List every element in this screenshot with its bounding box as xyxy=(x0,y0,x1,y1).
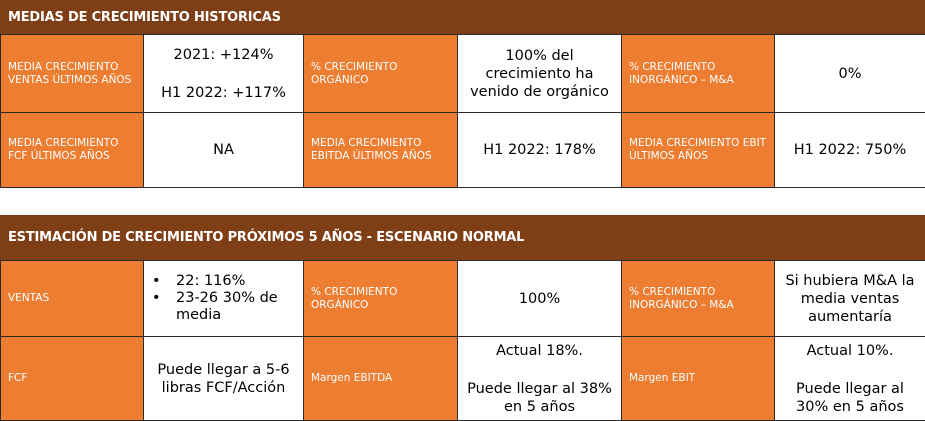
value-fcf-growth: NA xyxy=(144,113,304,188)
value-line: Puede llegar al 30% en 5 años xyxy=(779,380,921,416)
value-line: Puede llegar al 38% en 5 años xyxy=(462,380,617,416)
value-ebitda-growth: H1 2022: 178% xyxy=(458,113,622,188)
table-row: MEDIA CRECIMIENTO VENTAS ÚLTIMOS AÑOS 20… xyxy=(1,35,925,113)
table-row: FCF Puede llegar a 5-6 libras FCF/Acción… xyxy=(1,337,925,421)
section-header-estimate: ESTIMACIÓN DE CRECIMIENTO PRÓXIMOS 5 AÑO… xyxy=(0,215,925,260)
historical-growth-table: MEDIA CRECIMIENTO VENTAS ÚLTIMOS AÑOS 20… xyxy=(0,34,925,188)
value-line: Actual 18%. xyxy=(462,342,617,360)
estimate-growth-table: VENTAS 22: 116% 23-26 30% de media % CRE… xyxy=(0,260,925,421)
value-inorganic-growth: Si hubiera M&A la media ventas aumentarí… xyxy=(775,261,925,337)
section-header-historical: MEDIAS DE CRECIMIENTO HISTORICAS xyxy=(0,0,925,34)
value-organic-growth: 100% xyxy=(458,261,622,337)
value-organic-growth: 100% del crecimiento ha venido de orgáni… xyxy=(458,35,622,113)
label-fcf: FCF xyxy=(1,337,144,421)
value-sales-growth: 2021: +124% H1 2022: +117% xyxy=(144,35,304,113)
label-organic-growth: % CRECIMIENTO ORGÁNICO xyxy=(304,261,458,337)
value-ebitda-margin: Actual 18%. Puede llegar al 38% en 5 año… xyxy=(458,337,622,421)
table-row: MEDIA CRECIMIENTO FCF ÚLTIMOS AÑOS NA ME… xyxy=(1,113,925,188)
label-ebitda-growth: MEDIA CRECIMIENTO EBITDA ÚLTIMOS AÑOS xyxy=(304,113,458,188)
table-row: VENTAS 22: 116% 23-26 30% de media % CRE… xyxy=(1,261,925,337)
list-item: 23-26 30% de media xyxy=(148,290,299,324)
section-title: ESTIMACIÓN DE CRECIMIENTO PRÓXIMOS 5 AÑO… xyxy=(8,230,524,245)
label-organic-growth: % CRECIMIENTO ORGÁNICO xyxy=(304,35,458,113)
sales-bullet-list: 22: 116% 23-26 30% de media xyxy=(148,273,299,324)
label-ebit-margin: Margen EBIT xyxy=(622,337,775,421)
label-ebitda-margin: Margen EBITDA xyxy=(304,337,458,421)
value-line: H1 2022: +117% xyxy=(148,84,299,102)
list-item: 22: 116% xyxy=(148,273,299,290)
section-title: MEDIAS DE CRECIMIENTO HISTORICAS xyxy=(8,10,281,25)
value-sales: 22: 116% 23-26 30% de media xyxy=(144,261,304,337)
label-inorganic-growth: % CRECIMIENTO INORGÁNICO – M&A xyxy=(622,35,775,113)
label-sales: VENTAS xyxy=(1,261,144,337)
label-fcf-growth: MEDIA CRECIMIENTO FCF ÚLTIMOS AÑOS xyxy=(1,113,144,188)
value-line: Actual 10%. xyxy=(779,342,921,360)
value-fcf: Puede llegar a 5-6 libras FCF/Acción xyxy=(144,337,304,421)
value-ebit-margin: Actual 10%. Puede llegar al 30% en 5 año… xyxy=(775,337,925,421)
label-sales-growth: MEDIA CRECIMIENTO VENTAS ÚLTIMOS AÑOS xyxy=(1,35,144,113)
value-ebit-growth: H1 2022: 750% xyxy=(775,113,925,188)
label-inorganic-growth: % CRECIMIENTO INORGÁNICO – M&A xyxy=(622,261,775,337)
label-ebit-growth: MEDIA CRECIMIENTO EBIT ÚLTIMOS AÑOS xyxy=(622,113,775,188)
value-inorganic-growth: 0% xyxy=(775,35,925,113)
value-line: 2021: +124% xyxy=(148,46,299,64)
